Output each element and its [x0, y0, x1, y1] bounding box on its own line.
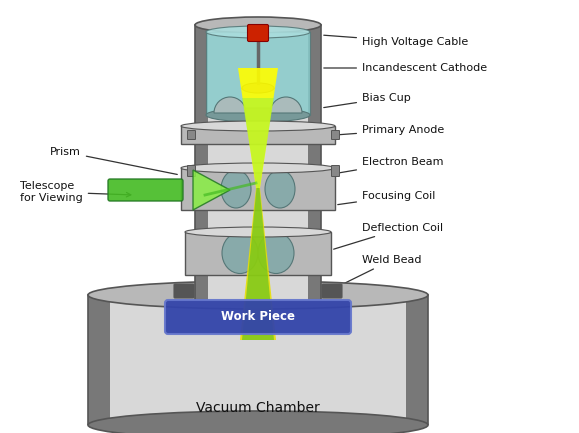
FancyBboxPatch shape: [188, 130, 196, 139]
Polygon shape: [195, 25, 321, 300]
Text: Deflection Coil: Deflection Coil: [334, 223, 443, 249]
Ellipse shape: [181, 163, 335, 173]
Polygon shape: [193, 170, 230, 210]
Ellipse shape: [88, 411, 428, 433]
Polygon shape: [406, 295, 428, 425]
Ellipse shape: [181, 121, 335, 131]
Polygon shape: [240, 188, 276, 340]
FancyBboxPatch shape: [247, 25, 269, 42]
Polygon shape: [238, 68, 278, 188]
Text: Focusing Coil: Focusing Coil: [338, 191, 435, 205]
Wedge shape: [214, 97, 246, 113]
Polygon shape: [195, 25, 208, 300]
Ellipse shape: [206, 108, 310, 122]
Ellipse shape: [258, 233, 294, 274]
Polygon shape: [181, 126, 335, 144]
Ellipse shape: [206, 26, 310, 38]
Polygon shape: [308, 25, 321, 300]
Polygon shape: [88, 295, 428, 425]
FancyBboxPatch shape: [322, 284, 342, 298]
FancyBboxPatch shape: [332, 130, 339, 139]
Text: High Voltage Cable: High Voltage Cable: [324, 35, 468, 47]
Polygon shape: [242, 98, 274, 188]
Wedge shape: [270, 97, 302, 113]
Ellipse shape: [185, 227, 331, 237]
Text: Electron Beam: Electron Beam: [271, 157, 444, 184]
Text: Telescope
for Viewing: Telescope for Viewing: [20, 181, 131, 203]
Text: Weld Bead: Weld Bead: [343, 255, 422, 284]
Text: Work Piece: Work Piece: [221, 310, 295, 323]
FancyBboxPatch shape: [174, 284, 194, 298]
FancyBboxPatch shape: [188, 165, 196, 177]
Ellipse shape: [221, 170, 251, 208]
Polygon shape: [185, 232, 331, 275]
Ellipse shape: [265, 170, 295, 208]
Polygon shape: [88, 295, 110, 425]
Ellipse shape: [88, 281, 428, 309]
FancyBboxPatch shape: [332, 165, 339, 177]
Polygon shape: [242, 188, 274, 340]
Polygon shape: [206, 32, 310, 115]
Ellipse shape: [242, 83, 274, 93]
Ellipse shape: [222, 233, 258, 274]
Text: Primary Anode: Primary Anode: [338, 125, 444, 135]
Ellipse shape: [195, 17, 321, 33]
Text: Vacuum Chamber: Vacuum Chamber: [196, 401, 320, 415]
FancyBboxPatch shape: [165, 300, 351, 334]
Text: Prism: Prism: [50, 147, 177, 174]
Text: Bias Cup: Bias Cup: [324, 93, 411, 107]
Text: Incandescent Cathode: Incandescent Cathode: [324, 63, 487, 73]
FancyBboxPatch shape: [108, 179, 183, 201]
Polygon shape: [181, 168, 335, 210]
